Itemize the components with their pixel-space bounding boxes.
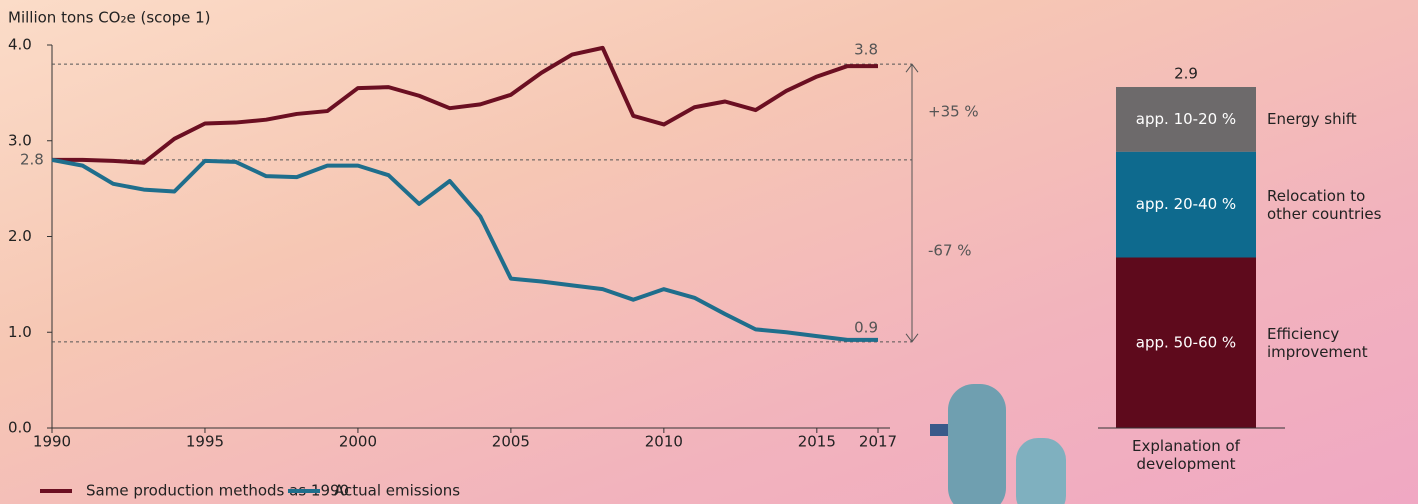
annotation: +35 % [928,103,979,121]
segment-name: Relocation to other countries [1267,186,1382,223]
x-tick-label: 2015 [798,433,836,451]
segment-name: Efficiency improvement [1267,324,1368,361]
x-tick-label: 1995 [186,433,224,451]
y-axis-title: Million tons CO₂e (scope 1) [8,9,211,27]
line-series [52,45,878,165]
y-tick-label: 4.0 [8,36,32,54]
line-series [51,157,878,342]
segment-name: Energy shift [1267,110,1357,129]
silo-illustration [930,384,1066,504]
reference-label: 3.8 [854,41,878,59]
total-label: 2.9 [1174,65,1198,83]
legend-label: Actual emissions [334,482,460,500]
bar-segment [1116,257,1256,428]
x-tick-label: 2017 [859,433,897,451]
y-tick-label: 3.0 [8,131,32,149]
category-label: Explanation of development [1132,437,1240,473]
x-tick-label: 2000 [339,433,377,451]
reference-label: 2.8 [20,150,44,168]
y-tick-label: 1.0 [8,323,32,341]
bar-segment [1116,87,1256,152]
x-tick-label: 1990 [33,433,71,451]
legend-label: Same production methods as 1990 [86,482,349,500]
bar-segment [1116,151,1256,258]
arrow-head [905,63,919,343]
y-tick-label: 0.0 [8,419,32,437]
annotation: -67 % [928,241,972,259]
x-tick-label: 2005 [492,433,530,451]
segment-label: app. 20-40 % [1136,195,1236,213]
segment-label: app. 10-20 % [1136,110,1236,128]
reference-label: 0.9 [854,318,878,336]
x-tick-label: 2010 [645,433,683,451]
segment-label: app. 50-60 % [1136,333,1236,351]
y-tick-label: 2.0 [8,227,32,245]
